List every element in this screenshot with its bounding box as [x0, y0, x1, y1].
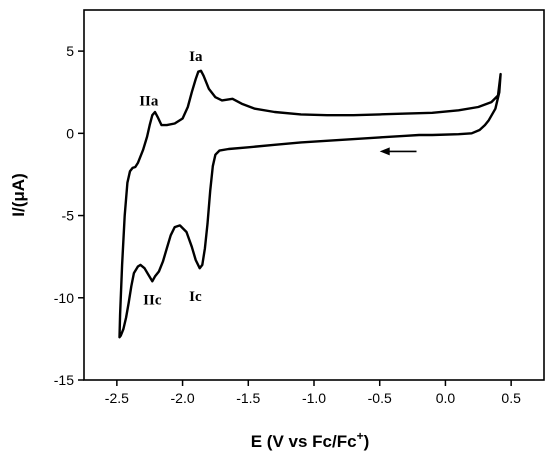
plot-frame: [83, 9, 545, 381]
cv-curve: [118, 69, 502, 339]
peak-label: IIa: [139, 93, 159, 109]
peak-label: Ia: [189, 49, 203, 65]
x-axis-title-suffix: ): [364, 432, 370, 451]
y-tick-label: -5: [62, 208, 75, 224]
x-axis-title-superscript: +: [357, 429, 364, 443]
y-tick-label: -10: [54, 290, 74, 306]
peak-label: Ic: [189, 289, 202, 305]
x-tick-label: -0.5: [368, 390, 392, 406]
x-tick-label: -1.5: [236, 390, 260, 406]
x-tick-label: 0.5: [501, 390, 521, 406]
peak-label: IIc: [143, 292, 162, 308]
y-axis-title: I/(μA): [9, 173, 28, 216]
scan-direction-arrow: [379, 147, 417, 156]
x-axis-title: E (V vs Fc/Fc+): [251, 429, 370, 451]
x-axis-title-main: E (V vs Fc/Fc: [251, 432, 357, 451]
tick-labels: -2.5 -2.0 -1.5 -1.0 -0.5 0.0 0.5 -15 -10 -5 0 5: [54, 43, 521, 406]
ticks: [78, 50, 512, 386]
y-tick-label: 0: [66, 125, 74, 141]
x-tick-label: -1.0: [302, 390, 326, 406]
x-tick-label: -2.5: [105, 390, 129, 406]
arrow-head: [379, 147, 390, 156]
x-tick-label: 0.0: [436, 390, 456, 406]
x-tick-label: -2.0: [171, 390, 195, 406]
y-tick-label: -15: [54, 372, 74, 388]
y-tick-label: 5: [66, 43, 74, 59]
peak-annotations: Ia IIa Ic IIc: [139, 49, 203, 308]
